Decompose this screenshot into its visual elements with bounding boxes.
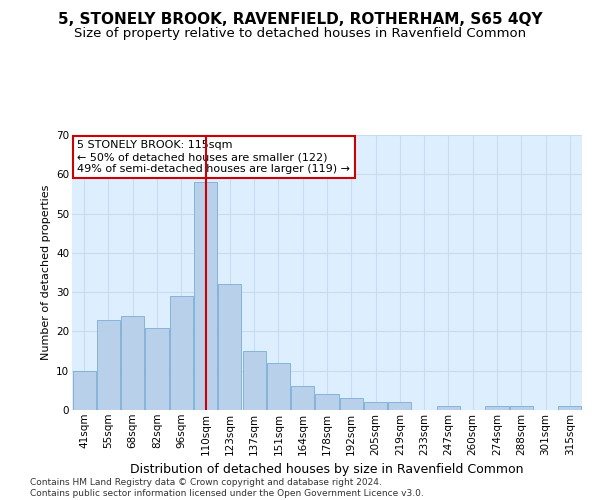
- Bar: [170, 296, 193, 410]
- Bar: [97, 320, 120, 410]
- Text: Contains HM Land Registry data © Crown copyright and database right 2024.
Contai: Contains HM Land Registry data © Crown c…: [30, 478, 424, 498]
- Text: Size of property relative to detached houses in Ravenfield Common: Size of property relative to detached ho…: [74, 28, 526, 40]
- Bar: [291, 386, 314, 410]
- Bar: [388, 402, 412, 410]
- Bar: [364, 402, 387, 410]
- Text: 5, STONELY BROOK, RAVENFIELD, ROTHERHAM, S65 4QY: 5, STONELY BROOK, RAVENFIELD, ROTHERHAM,…: [58, 12, 542, 28]
- Text: 5 STONELY BROOK: 115sqm
← 50% of detached houses are smaller (122)
49% of semi-d: 5 STONELY BROOK: 115sqm ← 50% of detache…: [77, 140, 350, 173]
- Bar: [218, 284, 241, 410]
- Y-axis label: Number of detached properties: Number of detached properties: [41, 185, 50, 360]
- Bar: [437, 406, 460, 410]
- Bar: [340, 398, 363, 410]
- Bar: [194, 182, 217, 410]
- X-axis label: Distribution of detached houses by size in Ravenfield Common: Distribution of detached houses by size …: [130, 463, 524, 476]
- Bar: [145, 328, 169, 410]
- Bar: [316, 394, 338, 410]
- Bar: [267, 363, 290, 410]
- Bar: [510, 406, 533, 410]
- Bar: [485, 406, 509, 410]
- Bar: [559, 406, 581, 410]
- Bar: [242, 351, 266, 410]
- Bar: [73, 370, 95, 410]
- Bar: [121, 316, 144, 410]
